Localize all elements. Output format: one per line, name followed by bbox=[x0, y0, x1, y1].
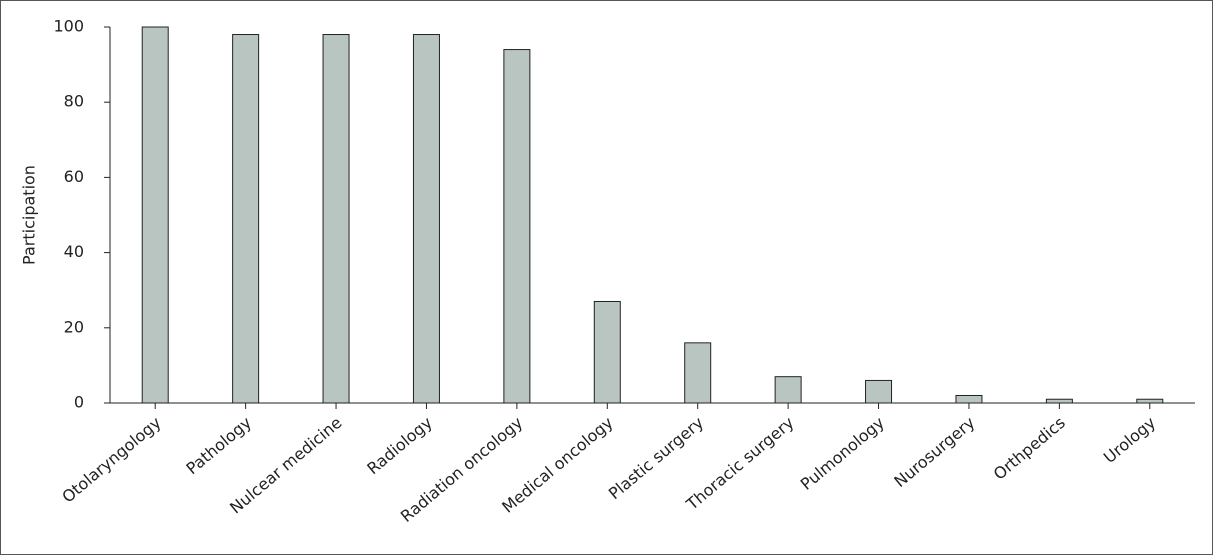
y-axis-label: Participation bbox=[20, 165, 39, 265]
bar bbox=[865, 379, 893, 404]
y-tick-label: 80 bbox=[64, 92, 84, 111]
bar bbox=[503, 49, 531, 404]
bar bbox=[955, 394, 983, 404]
bar bbox=[593, 300, 621, 404]
x-tick-label: Urology bbox=[1100, 413, 1159, 467]
bar bbox=[684, 342, 712, 404]
bar bbox=[1136, 398, 1164, 404]
x-tick-label: Pathology bbox=[183, 413, 256, 478]
bar bbox=[774, 376, 802, 404]
y-tick-label: 20 bbox=[64, 317, 84, 336]
x-tick-label: Pulmonology bbox=[797, 413, 888, 494]
y-tick-label: 60 bbox=[64, 167, 84, 186]
x-tick-label: Nurosurgery bbox=[890, 413, 978, 491]
x-tick-label: Radiology bbox=[363, 413, 436, 478]
x-tick-label: Orthpedics bbox=[990, 413, 1069, 484]
y-tick-label: 100 bbox=[53, 17, 84, 36]
y-tick-label: 40 bbox=[64, 242, 84, 261]
bar bbox=[322, 34, 350, 404]
x-tick-label: Plastic surgery bbox=[605, 413, 707, 503]
x-tick-label: Otolaryngology bbox=[58, 413, 164, 507]
bar bbox=[232, 34, 260, 404]
y-tick-label: 0 bbox=[74, 393, 84, 412]
bar bbox=[141, 26, 169, 404]
bar bbox=[1045, 398, 1073, 404]
bar bbox=[412, 34, 440, 404]
